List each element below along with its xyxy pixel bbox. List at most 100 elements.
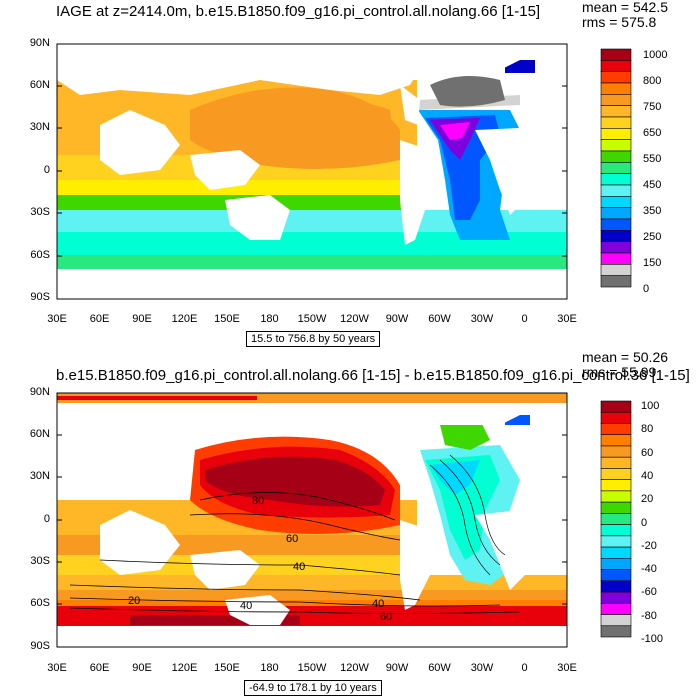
top-colorbar-label: 250 bbox=[643, 231, 662, 243]
top-colorbar-swatch bbox=[600, 105, 632, 118]
top-colorbar-swatch bbox=[600, 82, 632, 95]
top-map-panel: IAGE at z=2414.0m, b.e15.B1850.f09_g16.p… bbox=[29, 0, 669, 347]
bottom-colorbar-swatch bbox=[600, 602, 632, 615]
bottom-colorbar-swatch bbox=[600, 445, 632, 458]
bottom-colorbar-swatch bbox=[600, 468, 632, 480]
bottom-lon-label: 90W bbox=[385, 662, 409, 674]
bottom-colorbar-swatch bbox=[600, 411, 632, 424]
contour-label: 60 bbox=[286, 533, 299, 545]
bottom-colorbar-label: 100 bbox=[641, 400, 660, 412]
contour-label: 20 bbox=[128, 595, 141, 607]
top-lon-label: 150W bbox=[297, 313, 327, 325]
top-colorbar-swatch bbox=[600, 184, 632, 197]
bottom-range-box: -64.9 to 178.1 by 10 years bbox=[244, 680, 382, 696]
bottom-lat-90s: 90S bbox=[30, 640, 50, 652]
top-colorbar-swatch bbox=[600, 48, 632, 61]
top-colorbar-swatch bbox=[600, 241, 632, 254]
bottom-map-title: b.e15.B1850.f09_g16.pi_control.all.nolan… bbox=[56, 367, 690, 384]
top-colorbar-swatch bbox=[600, 71, 632, 84]
contour-label: 40 bbox=[293, 561, 306, 573]
top-colorbar-swatch bbox=[600, 196, 632, 208]
top-colorbar-label: 150 bbox=[643, 257, 662, 269]
bottom-colorbar-swatch bbox=[600, 524, 632, 537]
top-colorbar-swatch bbox=[600, 207, 632, 220]
bottom-lon-label: 60W bbox=[428, 662, 451, 674]
top-colorbar-label: 0 bbox=[643, 283, 650, 295]
bottom-colorbar-label: 0 bbox=[641, 516, 648, 529]
top-lon-label: 120W bbox=[340, 313, 369, 325]
bottom-colorbar-label: 60 bbox=[641, 446, 654, 459]
top-colorbar-label: 350 bbox=[643, 205, 662, 217]
top-colorbar-swatch bbox=[600, 264, 632, 276]
bottom-colorbar-label: -40 bbox=[641, 563, 657, 576]
bottom-colorbar-swatch bbox=[600, 456, 632, 469]
bottom-map-svg bbox=[56, 392, 632, 648]
bottom-lat-60n: 60N bbox=[29, 428, 50, 440]
bottom-colorbar-swatch bbox=[600, 591, 632, 604]
bottom-lon-label: 120W bbox=[340, 662, 369, 674]
top-map-svg bbox=[56, 43, 632, 300]
top-lon-label: 60E bbox=[89, 313, 110, 325]
bottom-lon-label: 180 bbox=[260, 662, 279, 674]
top-colorbar-swatch bbox=[600, 218, 632, 231]
bottom-colorbar-label: 40 bbox=[641, 469, 654, 482]
top-ocean-field bbox=[57, 44, 567, 299]
bottom-colorbar-swatch bbox=[600, 580, 632, 593]
top-colorbar-swatch bbox=[600, 230, 632, 242]
top-lon-label: 30E bbox=[47, 313, 67, 325]
bottom-lon-label: 30E bbox=[47, 662, 67, 674]
bottom-colorbar-swatch bbox=[600, 434, 632, 447]
bottom-colorbar-swatch bbox=[600, 479, 632, 492]
bottom-lon-label: 90E bbox=[132, 662, 152, 674]
top-mean: mean = 542.5 bbox=[582, 0, 669, 15]
bottom-colorbar-swatch bbox=[600, 614, 632, 627]
bottom-colorbar-swatch bbox=[600, 513, 632, 525]
top-lon-label: 180 bbox=[260, 313, 279, 325]
bottom-colorbar-swatch bbox=[600, 625, 632, 638]
top-colorbar-swatch bbox=[600, 128, 632, 140]
bottom-lon-label: 30W bbox=[470, 662, 494, 674]
top-colorbar-swatch bbox=[600, 94, 632, 106]
bottom-lon-label: 60E bbox=[89, 662, 110, 674]
bottom-lat-30s: 30S bbox=[30, 555, 50, 567]
bottom-colorbar-label: -100 bbox=[641, 633, 664, 645]
bottom-map-panel: b.e15.B1850.f09_g16.pi_control.all.nolan… bbox=[0, 350, 700, 700]
top-lat-90n: 90N bbox=[29, 37, 50, 49]
bottom-colorbar-label: -20 bbox=[641, 539, 657, 552]
bottom-lat-30n: 30N bbox=[29, 470, 50, 482]
top-colorbar-label: 450 bbox=[643, 179, 662, 191]
bottom-colorbar-swatch bbox=[600, 535, 632, 548]
contour-label: 60 bbox=[380, 611, 393, 623]
bottom-colorbar-swatch bbox=[600, 490, 632, 503]
top-range-box: 15.5 to 756.8 by 50 years bbox=[246, 331, 381, 347]
top-lon-label: 60W bbox=[428, 313, 451, 325]
bottom-colorbar-swatch bbox=[600, 400, 632, 413]
top-lat-30s: 30S bbox=[30, 206, 50, 218]
bottom-lon-label: 150W bbox=[297, 662, 327, 674]
top-lon-label: 120E bbox=[171, 313, 198, 325]
bottom-lat-90n: 90N bbox=[29, 386, 50, 398]
bottom-lon-label: 30E bbox=[557, 662, 577, 674]
top-colorbar bbox=[600, 48, 632, 288]
bottom-colorbar-label: -80 bbox=[641, 609, 657, 622]
top-map-title: IAGE at z=2414.0m, b.e15.B1850.f09_g16.p… bbox=[56, 3, 541, 20]
top-colorbar-swatch bbox=[600, 275, 632, 288]
top-colorbar-swatch bbox=[600, 252, 632, 265]
top-lon-label: 30W bbox=[470, 313, 494, 325]
top-lat-60s: 60S bbox=[30, 249, 50, 261]
bottom-colorbar-swatch bbox=[600, 558, 632, 570]
bottom-axis-ticks bbox=[57, 392, 567, 648]
top-lat-90s: 90S bbox=[30, 291, 50, 303]
bottom-lat-0: 0 bbox=[43, 513, 50, 525]
top-colorbar-swatch bbox=[600, 162, 632, 174]
bottom-colorbar-swatch bbox=[600, 546, 632, 559]
top-colorbar-swatch bbox=[600, 173, 632, 186]
top-colorbar-swatch bbox=[600, 60, 632, 72]
top-colorbar-swatch bbox=[600, 139, 632, 152]
top-lon-label: 150E bbox=[214, 313, 240, 325]
top-lat-60n: 60N bbox=[29, 79, 50, 91]
bottom-colorbar-swatch bbox=[600, 569, 632, 582]
bottom-mean: mean = 50.26 bbox=[582, 349, 669, 365]
bottom-stats: mean = 50.26 rms = 55.99 bbox=[582, 350, 668, 380]
bottom-ocean-field bbox=[57, 393, 567, 647]
